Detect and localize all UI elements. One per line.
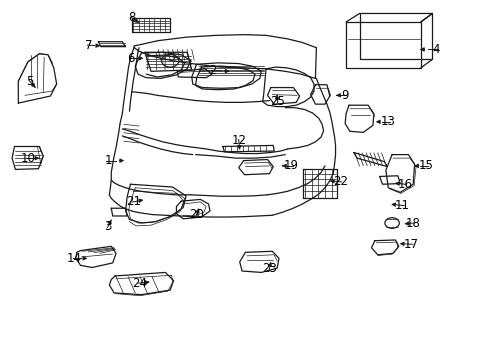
Text: 11: 11 (394, 199, 409, 212)
Text: 17: 17 (403, 238, 418, 251)
Text: 15: 15 (418, 159, 433, 172)
Text: 23: 23 (262, 262, 276, 275)
Text: 10: 10 (20, 152, 35, 165)
Text: 24: 24 (132, 276, 147, 289)
Text: 19: 19 (284, 159, 298, 172)
Text: 22: 22 (332, 175, 347, 188)
Text: 18: 18 (405, 217, 420, 230)
Text: 1: 1 (104, 154, 111, 167)
Text: 13: 13 (380, 115, 395, 128)
Text: 21: 21 (125, 195, 141, 208)
Text: 14: 14 (67, 252, 81, 265)
Text: 4: 4 (431, 43, 439, 56)
Text: 12: 12 (231, 134, 246, 147)
Text: 7: 7 (85, 39, 92, 52)
Text: 2: 2 (209, 64, 217, 77)
Text: 20: 20 (189, 208, 203, 221)
Text: 16: 16 (397, 178, 412, 191)
Text: 5: 5 (26, 75, 34, 88)
Text: 8: 8 (128, 11, 135, 24)
Text: 3: 3 (104, 220, 111, 233)
Text: 9: 9 (341, 89, 348, 102)
Text: 6: 6 (126, 52, 134, 65)
Text: 25: 25 (269, 95, 284, 108)
